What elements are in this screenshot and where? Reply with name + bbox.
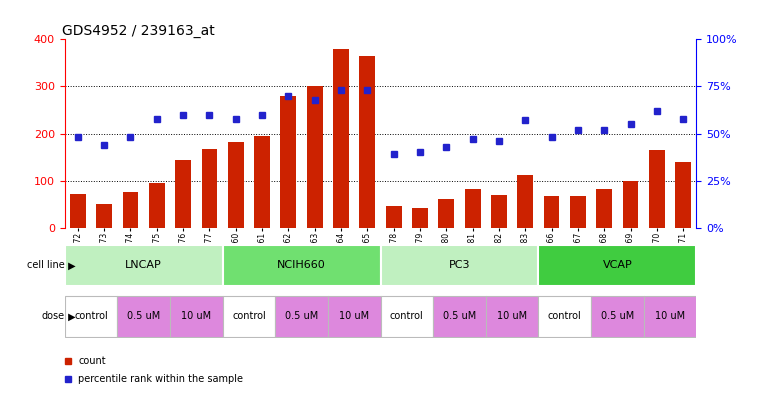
Text: 10 uM: 10 uM — [655, 311, 685, 321]
Bar — [465, 189, 480, 228]
Bar — [117, 296, 170, 337]
Bar — [65, 244, 223, 286]
Text: ▶: ▶ — [65, 311, 75, 321]
Bar — [412, 208, 428, 228]
Text: NCIH660: NCIH660 — [277, 260, 326, 270]
Bar — [123, 192, 139, 228]
Bar — [228, 142, 244, 228]
Text: 0.5 uM: 0.5 uM — [600, 311, 634, 321]
Bar — [202, 149, 218, 228]
Bar — [649, 150, 665, 228]
Text: control: control — [548, 311, 581, 321]
Bar — [491, 195, 507, 228]
Text: cell line: cell line — [27, 260, 65, 270]
Bar — [149, 183, 164, 228]
Text: dose: dose — [42, 311, 65, 321]
Bar — [223, 296, 275, 337]
Text: 10 uM: 10 uM — [339, 311, 369, 321]
Bar — [675, 162, 691, 228]
Text: percentile rank within the sample: percentile rank within the sample — [78, 374, 243, 384]
Bar — [380, 244, 539, 286]
Bar — [275, 296, 328, 337]
Bar — [597, 189, 612, 228]
Bar — [438, 199, 454, 228]
Text: count: count — [78, 356, 106, 366]
Bar — [539, 296, 591, 337]
Text: PC3: PC3 — [449, 260, 470, 270]
Bar — [359, 56, 375, 228]
Bar — [223, 244, 380, 286]
Bar — [517, 175, 533, 228]
Bar — [644, 296, 696, 337]
Text: 10 uM: 10 uM — [181, 311, 212, 321]
Text: 10 uM: 10 uM — [497, 311, 527, 321]
Bar — [543, 196, 559, 228]
Bar — [570, 196, 586, 228]
Bar — [96, 204, 112, 228]
Bar — [170, 296, 223, 337]
Text: GDS4952 / 239163_at: GDS4952 / 239163_at — [62, 24, 215, 38]
Text: control: control — [390, 311, 424, 321]
Text: VCAP: VCAP — [603, 260, 632, 270]
Bar — [486, 296, 539, 337]
Text: 0.5 uM: 0.5 uM — [127, 311, 161, 321]
Text: control: control — [74, 311, 108, 321]
Bar — [70, 194, 86, 228]
Text: control: control — [232, 311, 266, 321]
Text: LNCAP: LNCAP — [126, 260, 162, 270]
Bar — [433, 296, 486, 337]
Bar — [175, 160, 191, 228]
Bar — [65, 296, 117, 337]
Bar — [380, 296, 433, 337]
Text: ▶: ▶ — [65, 260, 75, 270]
Bar — [254, 136, 270, 228]
Bar — [622, 181, 638, 228]
Bar — [386, 206, 402, 228]
Bar — [281, 96, 296, 228]
Bar — [591, 296, 644, 337]
Bar — [333, 49, 349, 228]
Bar — [307, 86, 323, 228]
Bar — [539, 244, 696, 286]
Text: 0.5 uM: 0.5 uM — [443, 311, 476, 321]
Bar — [328, 296, 380, 337]
Text: 0.5 uM: 0.5 uM — [285, 311, 318, 321]
